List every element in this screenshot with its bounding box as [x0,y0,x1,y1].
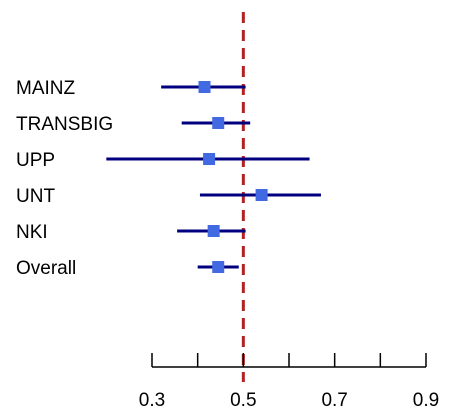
point-layer [198,81,268,273]
x-tick-label: 0.9 [413,390,439,411]
study-label-transbig: TRANSBIG [16,114,113,135]
ci-layer [106,85,321,269]
study-label-overall: Overall [16,258,76,279]
x-tick-label: 0.3 [139,390,165,411]
study-label-nki: NKI [16,222,48,243]
study-label-unt: UNT [16,186,55,207]
point-estimate-upp [203,153,216,165]
point-estimate-nki [207,225,220,237]
study-label-upp: UPP [16,150,55,171]
point-estimate-mainz [198,81,211,93]
study-label-mainz: MAINZ [16,78,76,99]
x-tick-label: 0.5 [230,390,256,411]
x-tick-label: 0.7 [321,390,347,411]
point-estimate-transbig [212,117,225,129]
point-estimate-overall [212,261,225,273]
point-estimate-unt [255,189,268,201]
label-layer: MAINZ TRANSBIG UPP UNT NKI Overall [16,78,113,279]
x-axis: 0.3 0.5 0.7 0.9 [139,353,439,411]
